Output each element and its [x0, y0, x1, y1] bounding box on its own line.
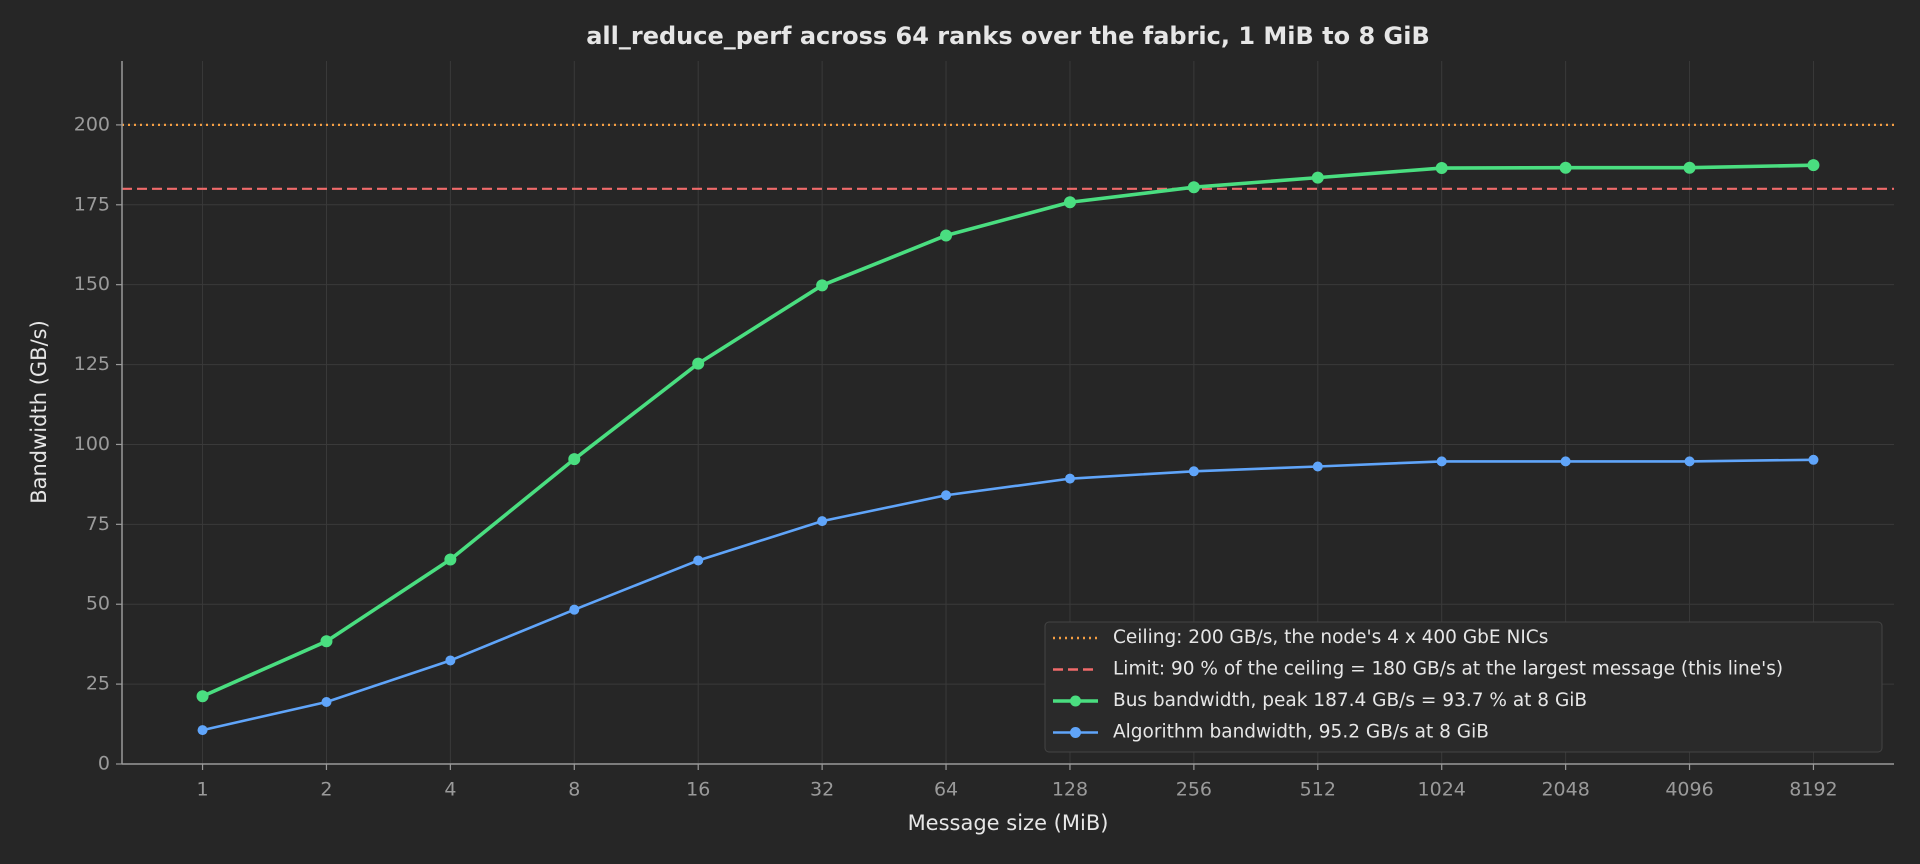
data-point [445, 655, 456, 666]
data-point [568, 453, 581, 466]
x-tick-label: 1024 [1418, 779, 1466, 801]
x-tick-label: 1 [196, 779, 208, 801]
data-point [1187, 181, 1200, 194]
x-tick-label: 2048 [1541, 779, 1589, 801]
x-tick-label: 512 [1300, 779, 1336, 801]
y-axis-label: Bandwidth (GB/s) [27, 320, 51, 504]
legend-marker [1070, 695, 1081, 707]
x-tick-label: 4096 [1665, 779, 1713, 801]
x-tick-label: 64 [934, 779, 958, 801]
y-tick-label: 25 [86, 673, 110, 695]
data-point [196, 690, 209, 703]
data-point [817, 516, 828, 527]
data-point [816, 279, 829, 292]
reference-lines [122, 123, 1894, 190]
y-tick-label: 75 [86, 513, 110, 535]
data-point [1560, 456, 1571, 467]
data-point [1063, 196, 1076, 209]
chart-title: all_reduce_perf across 64 ranks over the… [586, 22, 1430, 50]
data-point [1435, 162, 1448, 175]
y-tick-label: 0 [98, 753, 110, 775]
grid: 0 25 50 75 100 125 150 175 200 1 2 4 8 16 32 64 128 256 51… [74, 61, 1894, 801]
y-tick-label: 200 [74, 113, 110, 135]
x-tick-label: 8192 [1789, 779, 1837, 801]
y-tick-label: 125 [74, 353, 110, 375]
data-point [1312, 461, 1323, 472]
x-tick-label: 16 [686, 779, 710, 801]
data-point [569, 604, 580, 615]
y-tick-label: 50 [86, 593, 110, 615]
data-point [1807, 159, 1820, 172]
data-point [1311, 171, 1324, 184]
legend-marker [1070, 727, 1081, 738]
data-point [197, 725, 208, 736]
x-tick-label: 2 [320, 779, 332, 801]
x-tick-label: 256 [1176, 779, 1212, 801]
data-point [1684, 456, 1695, 467]
y-tick-label: 175 [74, 193, 110, 215]
series-line [201, 163, 1814, 698]
data-point [692, 357, 705, 370]
data-point [693, 555, 704, 566]
x-tick-label: 32 [810, 779, 834, 801]
legend-label: Limit: 90 % of the ceiling = 180 GB/s at… [1113, 659, 1783, 680]
data-point [1559, 161, 1572, 174]
data-point [1436, 456, 1447, 467]
legend-label: Ceiling: 200 GB/s, the node's 4 x 400 Gb… [1113, 627, 1548, 648]
data-point [1188, 466, 1199, 477]
data-point [941, 490, 952, 501]
y-tick-label: 100 [74, 433, 110, 455]
plot [196, 159, 1820, 736]
data-point [321, 697, 332, 708]
data-point [940, 229, 953, 242]
legend: Ceiling: 200 GB/s, the node's 4 x 400 Gb… [1044, 621, 1883, 753]
data-point [1808, 454, 1819, 465]
x-axis-label: Message size (MiB) [908, 811, 1109, 835]
y-tick-label: 150 [74, 273, 110, 295]
x-tick-label: 4 [444, 779, 456, 801]
x-tick-label: 128 [1052, 779, 1088, 801]
data-point [320, 635, 333, 648]
legend-box [1044, 621, 1883, 753]
series-line [202, 458, 1814, 732]
data-point [1064, 473, 1075, 484]
legend-label: Algorithm bandwidth, 95.2 GB/s at 8 GiB [1113, 722, 1489, 743]
legend-label: Bus bandwidth, peak 187.4 GB/s = 93.7 % … [1113, 690, 1587, 711]
data-point [444, 553, 457, 566]
x-tick-label: 8 [568, 779, 580, 801]
data-point [1683, 161, 1696, 174]
